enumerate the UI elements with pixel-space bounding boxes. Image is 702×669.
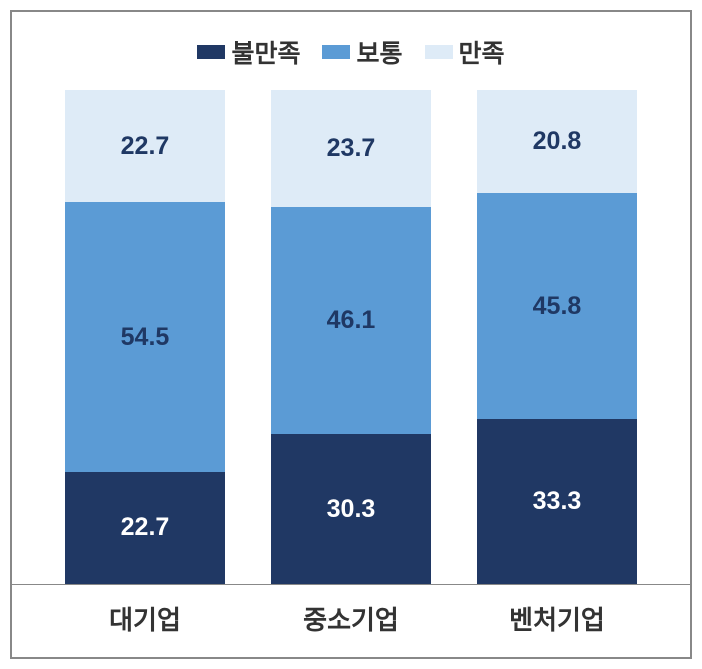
chart-container: 불만족 보통 만족 22.7 54.5 22.7 30.3 46.1 23.7 33.3 45…	[0, 0, 702, 669]
bar-segment: 54.5	[65, 202, 225, 471]
bar-group: 30.3 46.1 23.7	[271, 90, 431, 584]
bar-group: 22.7 54.5 22.7	[65, 90, 225, 584]
x-axis-label: 벤처기업	[477, 600, 637, 637]
bar-segment: 22.7	[65, 472, 225, 584]
legend-swatch	[197, 45, 225, 59]
bar-group: 33.3 45.8 20.8	[477, 90, 637, 584]
x-axis-label: 중소기업	[271, 600, 431, 637]
segment-value-label: 46.1	[327, 306, 376, 335]
bar-segment: 30.3	[271, 434, 431, 584]
legend-label: 불만족	[231, 34, 300, 70]
bar-segment: 22.7	[65, 90, 225, 202]
segment-value-label: 22.7	[121, 132, 170, 161]
legend-item-neutral: 보통	[322, 34, 402, 70]
legend: 불만족 보통 만족	[12, 12, 690, 80]
bar-segment: 23.7	[271, 90, 431, 207]
segment-value-label: 45.8	[533, 292, 582, 321]
segment-value-label: 54.5	[121, 323, 170, 352]
plot-area: 22.7 54.5 22.7 30.3 46.1 23.7 33.3 45.8 20.8	[12, 80, 690, 585]
bar-segment: 45.8	[477, 193, 637, 419]
legend-label: 보통	[356, 34, 402, 70]
segment-value-label: 33.3	[533, 487, 582, 516]
bar-segment: 33.3	[477, 419, 637, 584]
legend-swatch	[322, 45, 350, 59]
chart-frame: 불만족 보통 만족 22.7 54.5 22.7 30.3 46.1 23.7 33.3 45…	[10, 10, 692, 659]
x-axis: 대기업 중소기업 벤처기업	[12, 585, 690, 657]
segment-value-label: 20.8	[533, 127, 582, 156]
bar-segment: 46.1	[271, 207, 431, 435]
segment-value-label: 23.7	[327, 134, 376, 163]
segment-value-label: 22.7	[121, 513, 170, 542]
legend-swatch	[425, 45, 453, 59]
legend-item-satisfied: 만족	[425, 34, 505, 70]
segment-value-label: 30.3	[327, 495, 376, 524]
x-axis-label: 대기업	[65, 600, 225, 637]
legend-label: 만족	[459, 34, 505, 70]
bar-segment: 20.8	[477, 90, 637, 193]
legend-item-dissatisfied: 불만족	[197, 34, 300, 70]
